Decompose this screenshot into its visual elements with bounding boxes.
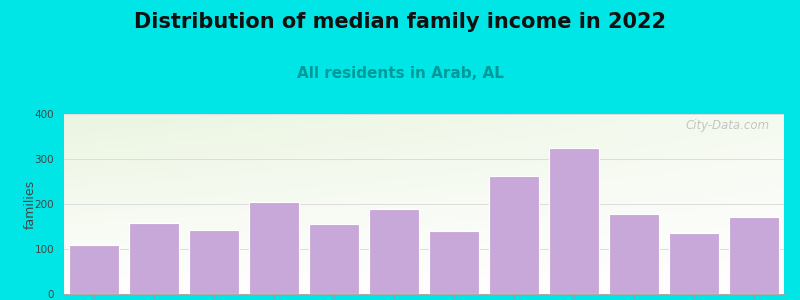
Bar	[730, 217, 778, 294]
Text: All residents in Arab, AL: All residents in Arab, AL	[297, 66, 503, 81]
Bar	[610, 214, 658, 294]
Bar	[250, 202, 298, 294]
Bar	[490, 176, 538, 294]
Bar	[550, 148, 598, 294]
Text: City-Data.com: City-Data.com	[686, 119, 770, 132]
Bar	[370, 208, 418, 294]
Bar	[430, 231, 478, 294]
Bar	[130, 223, 178, 294]
Text: Distribution of median family income in 2022: Distribution of median family income in …	[134, 12, 666, 32]
Y-axis label: families: families	[24, 179, 37, 229]
Bar	[310, 224, 358, 294]
Bar	[190, 230, 238, 294]
Bar	[670, 233, 718, 294]
Bar	[70, 244, 118, 294]
